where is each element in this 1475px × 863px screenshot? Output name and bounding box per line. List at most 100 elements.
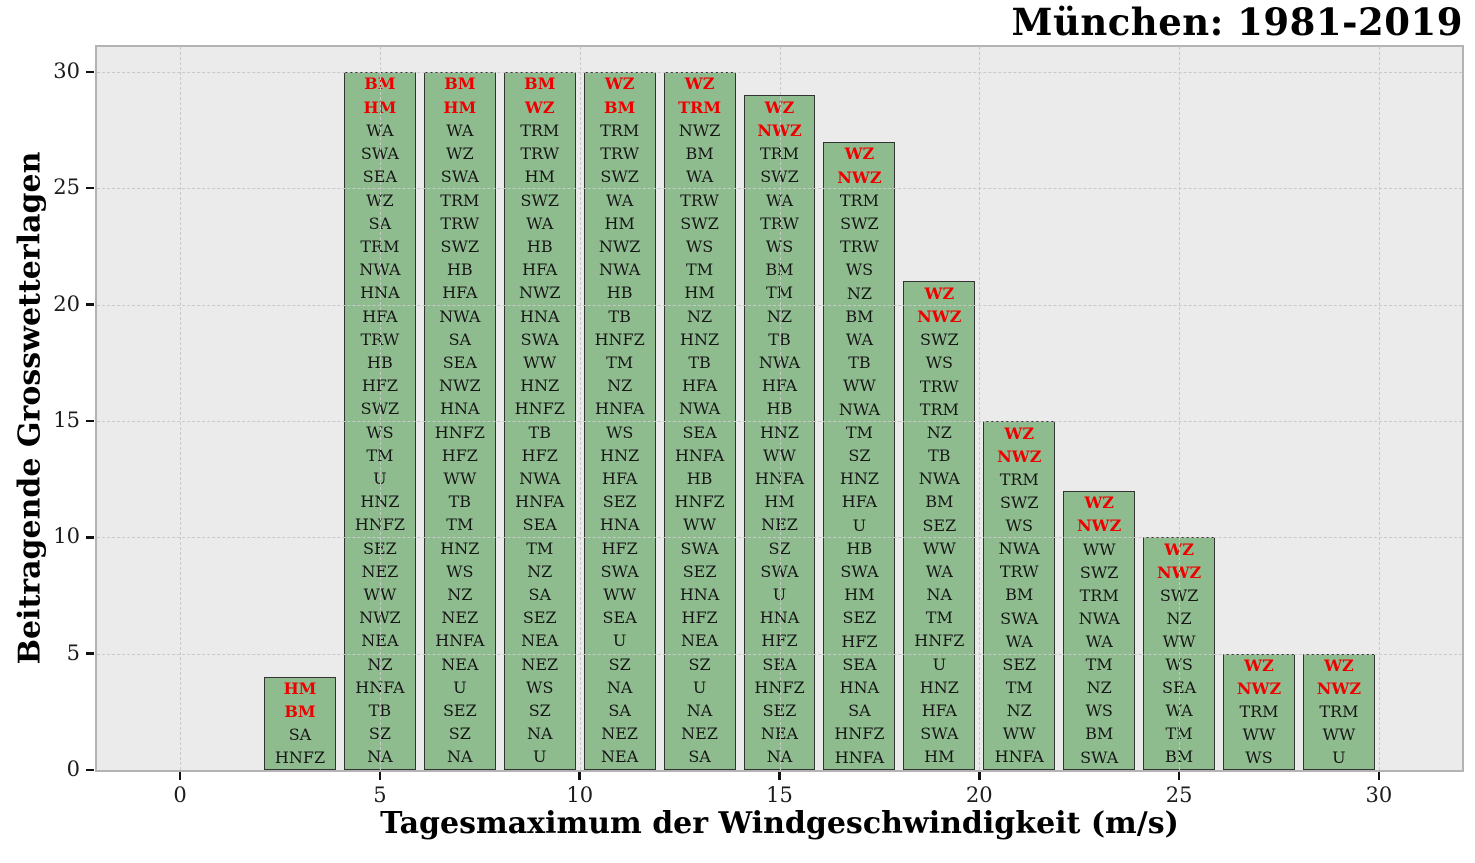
gwl-label-nwz: NWZ: [518, 283, 561, 303]
gwl-label-trw: TRW: [840, 237, 879, 257]
gwl-label-tb: TB: [688, 352, 711, 372]
gwl-label-hna: HNA: [519, 306, 560, 326]
gwl-label-nez: NEZ: [601, 724, 639, 744]
gwl-label-nz: NZ: [846, 283, 872, 303]
gwl-label-bm: BM: [524, 74, 556, 94]
bar-x21: WZ NWZ TRM SWZ WS NWA TRW BM SWA WA SEZ TM NZ WW HNFA: [983, 420, 1056, 770]
gwl-label-hnfa: HNFA: [515, 492, 565, 512]
gwl-label-nz: NZ: [766, 306, 793, 326]
gwl-label-bm: BM: [845, 306, 874, 326]
gwl-label-hna: HNA: [440, 399, 480, 419]
gwl-label-hfa: HFA: [602, 468, 638, 488]
x-tick-mark-10: [578, 772, 581, 780]
gwl-label-hfz: HFZ: [521, 445, 558, 465]
gwl-label-hnfz: HNFZ: [274, 747, 326, 767]
gridline-x-25: [1179, 47, 1181, 770]
gwl-label-hnz: HNZ: [680, 329, 720, 349]
x-tick-mark-25: [1177, 772, 1181, 780]
gwl-label-nwa: NWA: [439, 306, 481, 326]
gwl-label-hnz: HNZ: [839, 469, 879, 489]
gwl-label-hfa: HFA: [522, 260, 558, 280]
gwl-label-hfz: HFZ: [841, 631, 878, 651]
gridline-x-15: [779, 47, 781, 770]
gwl-label-tb: TB: [608, 306, 631, 326]
gwl-label-wz: WZ: [1084, 493, 1114, 513]
gwl-label-ww: WW: [922, 538, 956, 558]
bar-x29: WZ NWZ TRM WW U: [1302, 653, 1375, 770]
gwl-label-swz: SWZ: [600, 167, 639, 187]
gwl-label-wa: WA: [925, 561, 953, 581]
gwl-label-sa: SA: [608, 700, 631, 720]
gwl-label-nwz: NWZ: [1077, 516, 1122, 536]
gwl-label-bm: BM: [284, 702, 316, 722]
gwl-label-hnfz: HNFZ: [434, 422, 485, 442]
x-tick-mark-30: [1377, 772, 1381, 780]
gwl-label-ws: WS: [1005, 516, 1033, 536]
gwl-label-swz: SWZ: [920, 330, 959, 350]
gwl-label-hm: HM: [524, 167, 555, 187]
gwl-label-trm: TRM: [1319, 701, 1359, 721]
gwl-label-tm: TM: [446, 515, 474, 535]
gwl-label-wz: WZ: [604, 74, 635, 94]
gwl-label-trm: TRM: [759, 144, 800, 164]
gwl-label-ws: WS: [765, 236, 794, 256]
gwl-label-trw: TRW: [360, 329, 400, 349]
y-tick-mark-20: [86, 303, 94, 306]
gwl-label-ww: WW: [1322, 724, 1356, 744]
gwl-label-hfz: HFZ: [761, 631, 798, 651]
gwl-label-hm: HM: [764, 492, 795, 512]
gwl-label-hm: HM: [924, 747, 955, 767]
gwl-label-nwa: NWA: [1078, 608, 1120, 628]
gwl-label-trm: TRM: [520, 120, 560, 140]
gwl-label-trw: TRW: [440, 213, 480, 233]
gwl-label-ws: WS: [1245, 747, 1273, 767]
gwl-label-nwa: NWA: [998, 539, 1040, 559]
gridline-y-30: [97, 71, 1462, 73]
gwl-label-ww: WW: [683, 515, 717, 535]
gwl-label-sea: SEA: [522, 515, 557, 535]
bar-x19: WZ NWZ SWZ WS TRW TRM NZ TB NWA BM SEZ WW WA NA TM HNFZ…: [903, 281, 976, 770]
gwl-label-sz: SZ: [528, 700, 551, 720]
gwl-label-wa: WA: [1005, 631, 1033, 651]
gwl-label-bm: BM: [765, 260, 794, 280]
gwl-label-nwz: NWZ: [678, 120, 721, 140]
gwl-label-sz: SZ: [368, 724, 391, 744]
gwl-label-trw: TRW: [600, 144, 640, 164]
gwl-label-sz: SZ: [608, 654, 631, 674]
gwl-label-nz: NZ: [607, 376, 633, 396]
gwl-label-nz: NZ: [367, 654, 393, 674]
gwl-label-ws: WS: [605, 422, 634, 442]
y-tick-mark-25: [86, 186, 94, 190]
gwl-label-sa: SA: [288, 724, 312, 744]
gwl-label-na: NA: [926, 585, 953, 605]
gwl-label-na: NA: [766, 747, 793, 767]
gwl-label-ws: WS: [845, 260, 874, 280]
gwl-label-nez: NEZ: [361, 561, 399, 581]
gwl-label-hfz: HFZ: [441, 445, 478, 465]
gwl-label-sea: SEA: [442, 352, 477, 372]
gwl-label-wz: WZ: [684, 74, 715, 94]
gwl-label-nez: NEZ: [441, 608, 479, 628]
gwl-label-trm: TRM: [999, 469, 1039, 489]
gwl-label-nea: NEA: [601, 747, 639, 767]
gwl-label-hb: HB: [526, 236, 553, 256]
gwl-label-ww: WW: [1242, 724, 1276, 744]
gwl-label-hnfz: HNFZ: [354, 515, 405, 535]
gwl-label-wa: WA: [765, 190, 794, 210]
gwl-label-ww: WW: [763, 445, 796, 465]
gwl-label-hfa: HFA: [761, 376, 798, 396]
gwl-label-wz: WZ: [844, 144, 875, 164]
gwl-label-tb: TB: [928, 446, 951, 466]
gwl-label-ws: WS: [526, 677, 554, 697]
gwl-label-u: U: [612, 631, 627, 651]
gwl-label-nwa: NWA: [758, 352, 801, 372]
y-tick-label-10: 10: [53, 524, 80, 549]
gwl-label-tm: TM: [925, 608, 953, 628]
y-tick-label-5: 5: [66, 640, 80, 665]
gwl-label-swa: SWA: [520, 329, 559, 349]
gwl-label-nwz: NWZ: [359, 608, 401, 628]
gwl-label-trw: TRW: [919, 376, 959, 396]
gwl-label-nea: NEA: [441, 654, 479, 674]
x-tick-mark-15: [778, 772, 781, 780]
gridline-x-20: [979, 47, 981, 770]
